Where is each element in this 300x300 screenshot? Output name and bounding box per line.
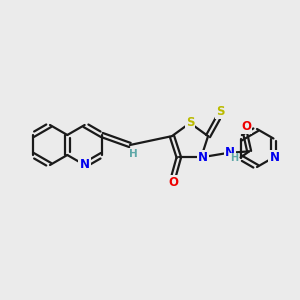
Text: N: N xyxy=(225,146,235,159)
Text: S: S xyxy=(186,116,194,128)
Text: H: H xyxy=(230,153,238,164)
Text: N: N xyxy=(80,158,90,172)
Text: O: O xyxy=(241,120,251,133)
Text: N: N xyxy=(198,151,208,164)
Text: S: S xyxy=(216,105,224,118)
Text: H: H xyxy=(129,149,137,159)
Text: N: N xyxy=(269,151,280,164)
Text: O: O xyxy=(169,176,179,189)
